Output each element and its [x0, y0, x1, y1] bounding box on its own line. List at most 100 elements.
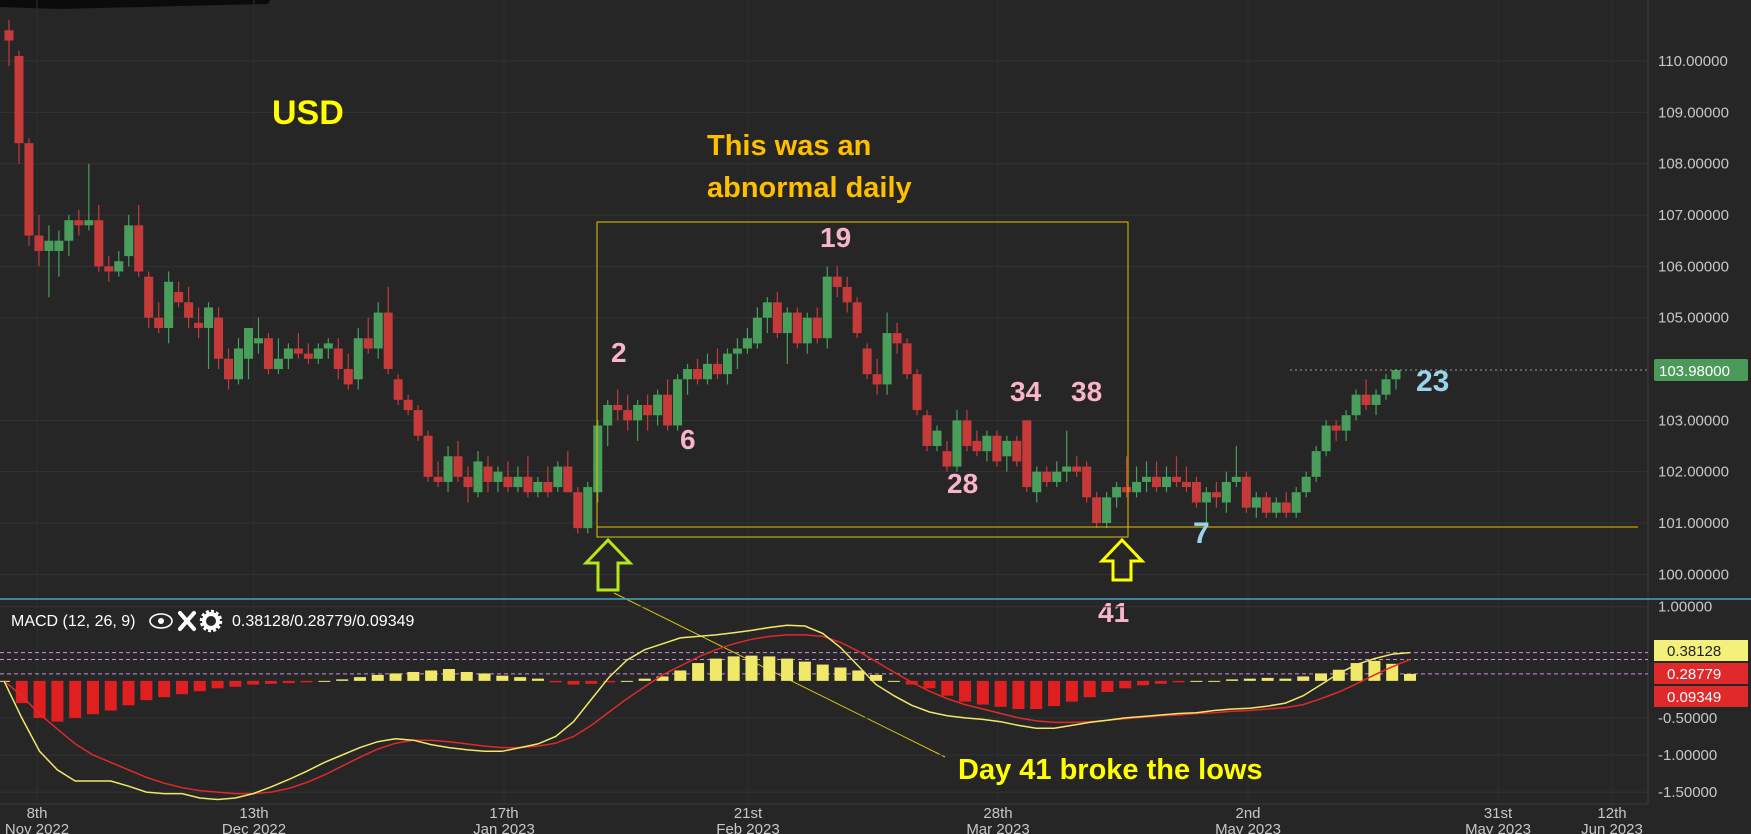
candle-body[interactable] — [174, 292, 184, 303]
candle-body[interactable] — [453, 456, 463, 477]
candle-body[interactable] — [972, 440, 982, 452]
candle-body[interactable] — [563, 466, 573, 493]
candle-body[interactable] — [1331, 425, 1341, 431]
candle-body[interactable] — [832, 276, 842, 287]
candle-body[interactable] — [1002, 440, 1012, 457]
candle-body[interactable] — [623, 410, 633, 421]
candle-body[interactable] — [772, 302, 782, 334]
candle-body[interactable] — [503, 476, 513, 488]
candle-body[interactable] — [1381, 379, 1391, 395]
candle-body[interactable] — [1072, 466, 1082, 472]
candle-body[interactable] — [693, 369, 703, 380]
candle-body[interactable] — [892, 333, 902, 344]
candle-body[interactable] — [742, 338, 752, 349]
candle-body[interactable] — [303, 353, 313, 359]
candle-body[interactable] — [1102, 497, 1112, 524]
candle-body[interactable] — [1142, 476, 1152, 482]
candle-body[interactable] — [643, 404, 653, 416]
candle-body[interactable] — [872, 374, 882, 385]
candle-body[interactable] — [273, 358, 283, 370]
candle-body[interactable] — [433, 476, 443, 482]
eye-icon[interactable] — [149, 613, 173, 629]
candle-body[interactable] — [683, 369, 693, 380]
candle-body[interactable] — [413, 410, 423, 436]
candle-body[interactable] — [1321, 425, 1331, 452]
candle-body[interactable] — [1371, 394, 1381, 405]
candle-body[interactable] — [54, 240, 64, 251]
candle-body[interactable] — [34, 235, 44, 251]
candle-body[interactable] — [253, 338, 263, 344]
candle-body[interactable] — [792, 312, 802, 344]
candle-body[interactable] — [263, 338, 273, 370]
candle-body[interactable] — [74, 220, 84, 226]
candle-body[interactable] — [214, 317, 224, 359]
candle-body[interactable] — [922, 415, 932, 447]
candle-body[interactable] — [513, 476, 523, 488]
candle-body[interactable] — [752, 317, 762, 344]
candle-body[interactable] — [493, 471, 503, 482]
candle-body[interactable] — [1341, 415, 1351, 431]
candle-body[interactable] — [393, 379, 403, 400]
candle-body[interactable] — [663, 394, 673, 426]
candle-body[interactable] — [603, 404, 613, 426]
candle-body[interactable] — [952, 420, 962, 467]
candle-body[interactable] — [802, 317, 812, 344]
candle-body[interactable] — [1231, 476, 1241, 482]
candle-body[interactable] — [333, 348, 343, 370]
candle-body[interactable] — [1042, 471, 1052, 482]
candle-body[interactable] — [84, 220, 94, 226]
candle-body[interactable] — [44, 240, 54, 251]
candle-body[interactable] — [1221, 481, 1231, 503]
candle-body[interactable] — [124, 225, 134, 257]
candle-body[interactable] — [313, 348, 323, 359]
candle-body[interactable] — [1281, 502, 1291, 513]
candle-body[interactable] — [593, 425, 603, 493]
candle-body[interactable] — [94, 220, 104, 267]
candle-body[interactable] — [782, 312, 792, 334]
candle-body[interactable] — [114, 261, 124, 272]
candle-body[interactable] — [194, 322, 204, 328]
candle-body[interactable] — [234, 348, 244, 380]
candle-body[interactable] — [1311, 451, 1321, 477]
candle-body[interactable] — [583, 487, 593, 529]
candle-body[interactable] — [164, 281, 174, 328]
candle-body[interactable] — [443, 456, 453, 482]
candle-body[interactable] — [1291, 492, 1301, 513]
candle-body[interactable] — [373, 312, 383, 349]
candle-body[interactable] — [613, 404, 623, 411]
candle-body[interactable] — [1351, 394, 1361, 416]
candle-body[interactable] — [523, 476, 533, 493]
candle-body[interactable] — [243, 327, 253, 359]
candle-body[interactable] — [154, 317, 164, 328]
candle-body[interactable] — [1112, 487, 1122, 498]
candle-body[interactable] — [1251, 497, 1261, 508]
candle-body[interactable] — [1211, 492, 1221, 498]
candle-body[interactable] — [992, 435, 1002, 462]
candle-body[interactable] — [722, 353, 732, 375]
candle-body[interactable] — [1301, 476, 1311, 493]
candle-body[interactable] — [1012, 440, 1022, 462]
candle-body[interactable] — [732, 348, 742, 354]
candle-body[interactable] — [1361, 394, 1371, 405]
candle-body[interactable] — [553, 466, 563, 488]
candle-body[interactable] — [343, 369, 353, 385]
candle-body[interactable] — [423, 435, 433, 477]
candle-body[interactable] — [134, 225, 144, 272]
candle-body[interactable] — [1062, 466, 1072, 472]
candle-body[interactable] — [633, 404, 643, 421]
candle-body[interactable] — [932, 430, 942, 447]
candle-body[interactable] — [1191, 481, 1201, 503]
candle-body[interactable] — [403, 399, 413, 411]
candle-body[interactable] — [962, 420, 972, 447]
candle-body[interactable] — [762, 302, 772, 318]
candle-body[interactable] — [283, 348, 293, 359]
candle-body[interactable] — [1132, 481, 1142, 493]
candle-body[interactable] — [1181, 481, 1191, 488]
candle-body[interactable] — [543, 481, 553, 493]
candle-body[interactable] — [323, 343, 333, 349]
candle-body[interactable] — [483, 466, 493, 482]
candle-body[interactable] — [882, 333, 892, 385]
candle-body[interactable] — [712, 363, 722, 375]
candle-body[interactable] — [702, 363, 712, 380]
